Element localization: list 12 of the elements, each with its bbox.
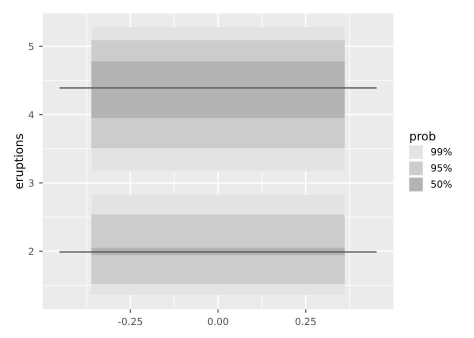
y-tick-label: 3 bbox=[28, 179, 34, 187]
y-tick-label: 4 bbox=[28, 111, 34, 118]
y-tick-label: 5 bbox=[28, 42, 34, 50]
legend-label: 50% bbox=[431, 180, 452, 188]
y-axis-title: eruptions bbox=[14, 134, 26, 189]
x-tick-label: 0.00 bbox=[208, 318, 228, 326]
x-tick-label: 0.25 bbox=[296, 318, 316, 326]
legend-title: prob bbox=[410, 131, 436, 143]
legend-label: 99% bbox=[431, 148, 452, 156]
legend-label: 95% bbox=[431, 164, 452, 172]
x-tick-label: -0.25 bbox=[118, 318, 142, 326]
y-tick-label: 2 bbox=[28, 248, 34, 255]
